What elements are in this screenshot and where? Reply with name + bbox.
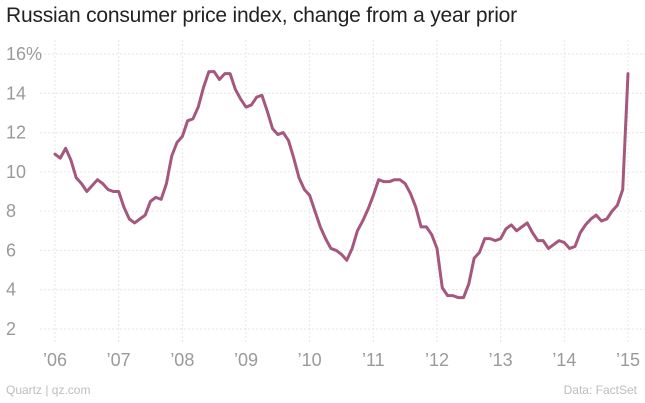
y-tick-label: 12 bbox=[6, 123, 26, 143]
x-tick-label: ’06 bbox=[43, 350, 67, 370]
x-tick-label: ’12 bbox=[425, 350, 449, 370]
x-tick-label: ’07 bbox=[107, 350, 131, 370]
x-tick-label: ’15 bbox=[616, 350, 640, 370]
x-tick-label: ’13 bbox=[489, 350, 513, 370]
x-axis-ticks: ’06 ’07 ’08 ’09 ’10 ’11 ’12 ’13 ’14 ’15 bbox=[43, 350, 640, 370]
y-tick-label: 14 bbox=[6, 83, 26, 103]
x-tick-label: ’10 bbox=[298, 350, 322, 370]
chart-title: Russian consumer price index, change fro… bbox=[6, 4, 517, 27]
x-tick-label: ’11 bbox=[362, 350, 385, 370]
y-axis-ticks: 2 4 6 8 10 12 14 16% bbox=[6, 44, 42, 339]
y-tick-label: 6 bbox=[6, 240, 16, 260]
y-tick-label: 16% bbox=[6, 44, 42, 64]
series-layer bbox=[53, 70, 630, 300]
series-line-0 bbox=[53, 70, 630, 300]
x-tick-label: ’09 bbox=[234, 350, 258, 370]
y-tick-label: 4 bbox=[6, 280, 16, 300]
grid-lines bbox=[40, 40, 645, 344]
x-tick-label: ’14 bbox=[552, 350, 576, 370]
x-tick-label: ’08 bbox=[170, 350, 194, 370]
data-source: Data: FactSet bbox=[563, 383, 637, 397]
y-tick-label: 8 bbox=[6, 201, 16, 221]
y-tick-label: 10 bbox=[6, 162, 26, 182]
source-credit: Quartz | qz.com bbox=[6, 383, 91, 397]
y-tick-label: 2 bbox=[6, 319, 16, 339]
